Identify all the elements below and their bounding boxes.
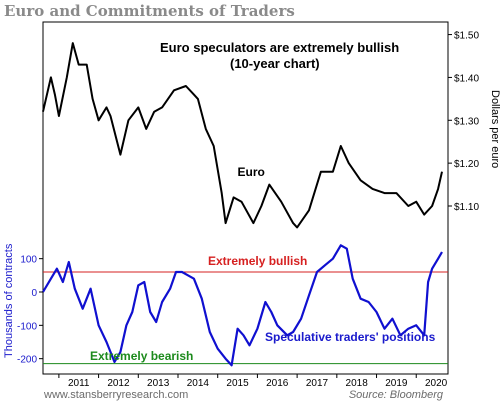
axis-ticks: $1.10 $1.20 $1.30 $1.40 $1.50 100 0 -100 -200 201… bbox=[17, 31, 479, 389]
x-tick-label-6: 2017 bbox=[306, 378, 329, 389]
right-y-tick-label-1: $1.20 bbox=[454, 159, 479, 170]
x-tick-label-9: 2020 bbox=[425, 378, 448, 389]
euro-series-line bbox=[42, 42, 443, 229]
euro-annotation: Euro bbox=[238, 165, 265, 179]
page-title: Euro and Commitments of Traders bbox=[4, 2, 295, 20]
x-tick-label-4: 2015 bbox=[226, 378, 249, 389]
reference-lines bbox=[43, 271, 448, 365]
series-lines bbox=[42, 42, 443, 367]
left-y-tick-label-3: -200 bbox=[17, 355, 37, 366]
subtitle-line-1: Euro speculators are extremely bullish bbox=[160, 40, 399, 55]
x-tick-label-7: 2018 bbox=[346, 378, 369, 389]
right-y-tick-label-2: $1.30 bbox=[454, 116, 479, 127]
x-tick-label-0: 2011 bbox=[68, 378, 90, 389]
right-y-tick-label-4: $1.50 bbox=[454, 31, 479, 42]
right-y-tick-label-3: $1.40 bbox=[454, 73, 479, 84]
x-tick-label-1: 2012 bbox=[107, 378, 130, 389]
x-tick-label-5: 2016 bbox=[266, 378, 289, 389]
plot-frame bbox=[42, 21, 449, 375]
footer-source: Source: Bloomberg bbox=[349, 389, 444, 401]
x-tick-label-2: 2013 bbox=[147, 378, 170, 389]
right-y-tick-label-0: $1.10 bbox=[454, 202, 479, 213]
positions-series-line bbox=[42, 244, 443, 367]
left-y-tick-label-1: 0 bbox=[31, 288, 37, 299]
extremely-bullish-label: Extremely bullish bbox=[208, 254, 307, 268]
x-tick-label-8: 2019 bbox=[385, 378, 408, 389]
series-label-positions: Speculative traders' positions bbox=[265, 330, 436, 344]
left-y-tick-label-2: -100 bbox=[17, 321, 37, 332]
y-axis-label-left: Thousands of contracts bbox=[3, 243, 15, 358]
extremely-bearish-label: Extremely bearish bbox=[90, 349, 193, 363]
x-tick-label-3: 2014 bbox=[187, 378, 210, 389]
left-y-tick-label-0: 100 bbox=[20, 255, 37, 266]
y-axis-label-right: Dollars per euro bbox=[489, 90, 500, 168]
subtitle-line-2: (10-year chart) bbox=[230, 56, 320, 71]
footer-website: www.stansberryresearch.com bbox=[43, 389, 188, 401]
